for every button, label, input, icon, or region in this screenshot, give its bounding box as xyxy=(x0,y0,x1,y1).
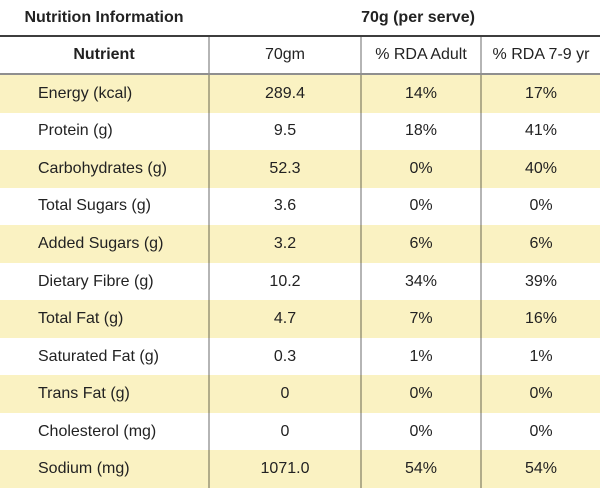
amount-cell: 0 xyxy=(208,412,360,451)
nutrient-cell: Protein (g) xyxy=(38,122,113,140)
amount-cell: 289.4 xyxy=(208,75,360,113)
rda-7-9yr-cell: 40% xyxy=(480,150,600,188)
rda-7-9yr-cell: 17% xyxy=(480,75,600,113)
nutrient-cell: Saturated Fat (g) xyxy=(38,347,159,365)
title-band: Nutrition Information 70g (per serve) xyxy=(0,0,600,37)
nutrient-cell: Sodium (mg) xyxy=(38,460,130,478)
rda-7-9yr-cell: 6% xyxy=(480,225,600,263)
rda-7-9yr-cell: 54% xyxy=(480,450,600,488)
table-row: Sodium (mg) 1071.0 54% 54% xyxy=(0,450,600,488)
amount-cell: 1071.0 xyxy=(208,450,360,488)
column-header-row: Nutrient 70gm % RDA Adult % RDA 7-9 yr xyxy=(0,37,600,75)
nutrient-cell: Energy (kcal) xyxy=(38,84,133,102)
rda-adult-cell: 34% xyxy=(360,262,480,301)
rda-adult-cell: 0% xyxy=(360,375,480,413)
table-row: Energy (kcal) 289.4 14% 17% xyxy=(0,75,600,113)
column-header-nutrient: Nutrient xyxy=(73,46,135,63)
table-row: Trans Fat (g) 0 0% 0% xyxy=(0,375,600,413)
amount-cell: 52.3 xyxy=(208,150,360,188)
table-row: Cholesterol (mg) 0 0% 0% xyxy=(0,412,600,451)
table-row: Total Fat (g) 4.7 7% 16% xyxy=(0,300,600,338)
column-header-rda-7-9yr: % RDA 7-9 yr xyxy=(480,37,600,73)
amount-cell: 0 xyxy=(208,375,360,413)
amount-cell: 0.3 xyxy=(208,337,360,376)
nutrient-cell: Dietary Fibre (g) xyxy=(38,272,154,290)
rda-adult-cell: 14% xyxy=(360,75,480,113)
table-row: Saturated Fat (g) 0.3 1% 1% xyxy=(0,337,600,376)
column-header-amount: 70gm xyxy=(208,37,360,73)
table-body: Energy (kcal) 289.4 14% 17% Protein (g) … xyxy=(0,75,600,488)
table-row: Dietary Fibre (g) 10.2 34% 39% xyxy=(0,262,600,301)
nutrient-cell: Total Sugars (g) xyxy=(38,197,151,215)
page-title: Nutrition Information xyxy=(24,8,184,26)
rda-adult-cell: 0% xyxy=(360,150,480,188)
rda-7-9yr-cell: 39% xyxy=(480,262,600,301)
rda-adult-cell: 6% xyxy=(360,225,480,263)
rda-adult-cell: 0% xyxy=(360,412,480,451)
nutrient-cell: Carbohydrates (g) xyxy=(38,159,167,177)
rda-7-9yr-cell: 1% xyxy=(480,337,600,376)
rda-adult-cell: 18% xyxy=(360,112,480,151)
table-row: Total Sugars (g) 3.6 0% 0% xyxy=(0,187,600,226)
nutrient-cell: Total Fat (g) xyxy=(38,310,124,328)
table-row: Added Sugars (g) 3.2 6% 6% xyxy=(0,225,600,263)
rda-adult-cell: 54% xyxy=(360,450,480,488)
table-row: Protein (g) 9.5 18% 41% xyxy=(0,112,600,151)
amount-cell: 9.5 xyxy=(208,112,360,151)
rda-7-9yr-cell: 0% xyxy=(480,412,600,451)
nutrient-cell: Cholesterol (mg) xyxy=(38,422,157,440)
rda-7-9yr-cell: 0% xyxy=(480,375,600,413)
table-row: Carbohydrates (g) 52.3 0% 40% xyxy=(0,150,600,188)
amount-cell: 4.7 xyxy=(208,300,360,338)
amount-cell: 3.2 xyxy=(208,225,360,263)
rda-7-9yr-cell: 0% xyxy=(480,187,600,226)
nutrient-cell: Added Sugars (g) xyxy=(38,234,164,252)
rda-7-9yr-cell: 41% xyxy=(480,112,600,151)
rda-adult-cell: 0% xyxy=(360,187,480,226)
amount-cell: 10.2 xyxy=(208,262,360,301)
amount-cell: 3.6 xyxy=(208,187,360,226)
nutrient-cell: Trans Fat (g) xyxy=(38,385,130,403)
serving-size-label: 70g (per serve) xyxy=(361,8,475,26)
column-header-rda-adult: % RDA Adult xyxy=(360,37,480,73)
rda-7-9yr-cell: 16% xyxy=(480,300,600,338)
rda-adult-cell: 1% xyxy=(360,337,480,376)
rda-adult-cell: 7% xyxy=(360,300,480,338)
